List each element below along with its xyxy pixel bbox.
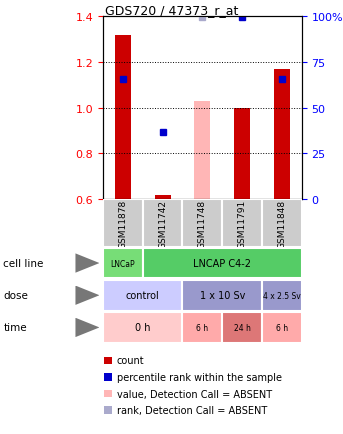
Text: GSM11742: GSM11742 — [158, 199, 167, 248]
Text: GSM11848: GSM11848 — [277, 199, 286, 248]
Polygon shape — [75, 254, 99, 273]
Bar — [143, 248, 302, 279]
Bar — [222, 312, 262, 343]
Text: GSM11791: GSM11791 — [238, 199, 247, 248]
Text: 24 h: 24 h — [234, 323, 251, 332]
Bar — [143, 200, 182, 247]
Bar — [274, 70, 290, 200]
Text: value, Detection Call = ABSENT: value, Detection Call = ABSENT — [117, 389, 272, 398]
Text: count: count — [117, 356, 144, 365]
Text: dose: dose — [3, 291, 28, 300]
Bar — [182, 200, 222, 247]
Bar — [222, 200, 262, 247]
Bar — [262, 312, 302, 343]
Bar — [234, 108, 250, 200]
Bar — [103, 280, 182, 311]
Bar — [182, 280, 262, 311]
Text: 4 x 2.5 Sv: 4 x 2.5 Sv — [263, 291, 301, 300]
Bar — [182, 312, 222, 343]
Text: 6 h: 6 h — [276, 323, 288, 332]
Bar — [104, 407, 112, 414]
Bar — [103, 248, 143, 279]
Text: GSM11748: GSM11748 — [198, 199, 207, 248]
Bar — [103, 312, 182, 343]
Text: GDS720 / 47373_r_at: GDS720 / 47373_r_at — [105, 4, 238, 17]
Text: 1 x 10 Sv: 1 x 10 Sv — [200, 291, 245, 300]
Bar — [194, 102, 210, 200]
Bar — [262, 200, 302, 247]
Bar — [262, 280, 302, 311]
Text: LNCAP C4-2: LNCAP C4-2 — [193, 259, 251, 268]
Text: LNCaP: LNCaP — [110, 259, 135, 268]
Polygon shape — [75, 318, 99, 337]
Bar — [155, 195, 170, 200]
Bar — [103, 200, 143, 247]
Text: 6 h: 6 h — [196, 323, 209, 332]
Text: percentile rank within the sample: percentile rank within the sample — [117, 372, 282, 382]
Text: cell line: cell line — [3, 259, 44, 268]
Polygon shape — [75, 286, 99, 305]
Bar — [104, 357, 112, 364]
Text: GSM11878: GSM11878 — [118, 199, 127, 248]
Bar — [104, 390, 112, 397]
Text: rank, Detection Call = ABSENT: rank, Detection Call = ABSENT — [117, 405, 267, 415]
Bar — [115, 36, 131, 200]
Text: time: time — [3, 323, 27, 332]
Text: control: control — [126, 291, 159, 300]
Bar — [104, 374, 112, 381]
Text: 0 h: 0 h — [135, 323, 151, 332]
